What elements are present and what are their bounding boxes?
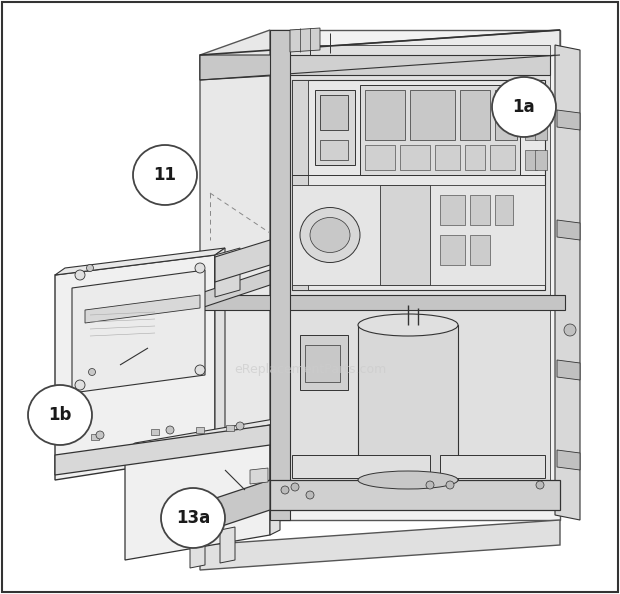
Polygon shape bbox=[200, 30, 270, 545]
Polygon shape bbox=[190, 532, 205, 568]
Polygon shape bbox=[535, 120, 547, 140]
Polygon shape bbox=[270, 30, 290, 520]
Polygon shape bbox=[200, 30, 560, 80]
Polygon shape bbox=[200, 55, 285, 80]
Circle shape bbox=[75, 270, 85, 280]
Polygon shape bbox=[55, 425, 270, 475]
Circle shape bbox=[195, 365, 205, 375]
Polygon shape bbox=[55, 248, 225, 275]
Polygon shape bbox=[200, 520, 560, 570]
Polygon shape bbox=[557, 450, 580, 470]
Polygon shape bbox=[215, 248, 225, 455]
Polygon shape bbox=[195, 295, 565, 310]
Polygon shape bbox=[360, 85, 520, 175]
Polygon shape bbox=[305, 345, 340, 382]
Text: eReplacementParts.com: eReplacementParts.com bbox=[234, 364, 386, 377]
Bar bbox=[151, 429, 159, 435]
Bar bbox=[226, 425, 234, 431]
Circle shape bbox=[564, 324, 576, 336]
Polygon shape bbox=[292, 455, 430, 478]
Polygon shape bbox=[557, 360, 580, 380]
Circle shape bbox=[291, 483, 299, 491]
Text: 1a: 1a bbox=[513, 98, 535, 116]
Polygon shape bbox=[215, 248, 240, 297]
Polygon shape bbox=[555, 45, 580, 520]
Polygon shape bbox=[440, 235, 465, 265]
Bar bbox=[196, 427, 204, 433]
Ellipse shape bbox=[300, 207, 360, 263]
Polygon shape bbox=[358, 325, 458, 480]
Polygon shape bbox=[55, 255, 215, 480]
Polygon shape bbox=[365, 90, 405, 140]
Text: 11: 11 bbox=[154, 166, 177, 184]
Polygon shape bbox=[85, 295, 200, 323]
Polygon shape bbox=[292, 80, 545, 290]
Polygon shape bbox=[470, 195, 490, 225]
Circle shape bbox=[195, 263, 205, 273]
Circle shape bbox=[236, 422, 244, 430]
Polygon shape bbox=[525, 150, 537, 170]
Circle shape bbox=[96, 431, 104, 439]
Polygon shape bbox=[195, 480, 270, 535]
Circle shape bbox=[426, 481, 434, 489]
Circle shape bbox=[536, 481, 544, 489]
Polygon shape bbox=[270, 480, 560, 510]
Polygon shape bbox=[365, 145, 395, 170]
Polygon shape bbox=[460, 90, 490, 140]
Circle shape bbox=[446, 481, 454, 489]
Polygon shape bbox=[270, 30, 560, 520]
Polygon shape bbox=[495, 90, 517, 140]
Polygon shape bbox=[465, 145, 485, 170]
Ellipse shape bbox=[358, 314, 458, 336]
Polygon shape bbox=[300, 335, 348, 390]
Circle shape bbox=[306, 491, 314, 499]
Circle shape bbox=[75, 380, 85, 390]
Text: 1b: 1b bbox=[48, 406, 72, 424]
Polygon shape bbox=[525, 120, 537, 140]
Polygon shape bbox=[220, 527, 235, 563]
Polygon shape bbox=[292, 185, 545, 285]
Polygon shape bbox=[290, 28, 320, 52]
Text: 13a: 13a bbox=[176, 509, 210, 527]
Polygon shape bbox=[440, 455, 545, 478]
Polygon shape bbox=[270, 418, 280, 535]
Circle shape bbox=[281, 486, 289, 494]
Polygon shape bbox=[125, 418, 280, 450]
Polygon shape bbox=[535, 150, 547, 170]
Ellipse shape bbox=[28, 385, 92, 445]
Ellipse shape bbox=[492, 77, 556, 137]
Polygon shape bbox=[410, 90, 455, 140]
Polygon shape bbox=[525, 95, 537, 115]
Circle shape bbox=[166, 426, 174, 434]
Polygon shape bbox=[380, 185, 430, 285]
Polygon shape bbox=[320, 140, 348, 160]
Polygon shape bbox=[292, 80, 308, 290]
Polygon shape bbox=[440, 195, 465, 225]
Circle shape bbox=[89, 368, 95, 375]
Polygon shape bbox=[320, 95, 348, 130]
Polygon shape bbox=[215, 240, 270, 282]
Ellipse shape bbox=[133, 145, 197, 205]
Polygon shape bbox=[400, 145, 430, 170]
Polygon shape bbox=[250, 468, 268, 484]
Polygon shape bbox=[535, 95, 547, 115]
Polygon shape bbox=[557, 110, 580, 130]
Ellipse shape bbox=[358, 471, 458, 489]
Ellipse shape bbox=[161, 488, 225, 548]
Polygon shape bbox=[195, 270, 270, 310]
Polygon shape bbox=[72, 270, 205, 393]
Polygon shape bbox=[435, 145, 460, 170]
Polygon shape bbox=[495, 195, 513, 225]
Polygon shape bbox=[490, 145, 515, 170]
Circle shape bbox=[87, 264, 94, 271]
Polygon shape bbox=[557, 220, 580, 240]
Polygon shape bbox=[285, 45, 550, 510]
Polygon shape bbox=[125, 425, 270, 560]
Bar bbox=[91, 434, 99, 440]
Polygon shape bbox=[315, 90, 355, 165]
Polygon shape bbox=[285, 55, 550, 75]
Polygon shape bbox=[470, 235, 490, 265]
Ellipse shape bbox=[310, 217, 350, 252]
